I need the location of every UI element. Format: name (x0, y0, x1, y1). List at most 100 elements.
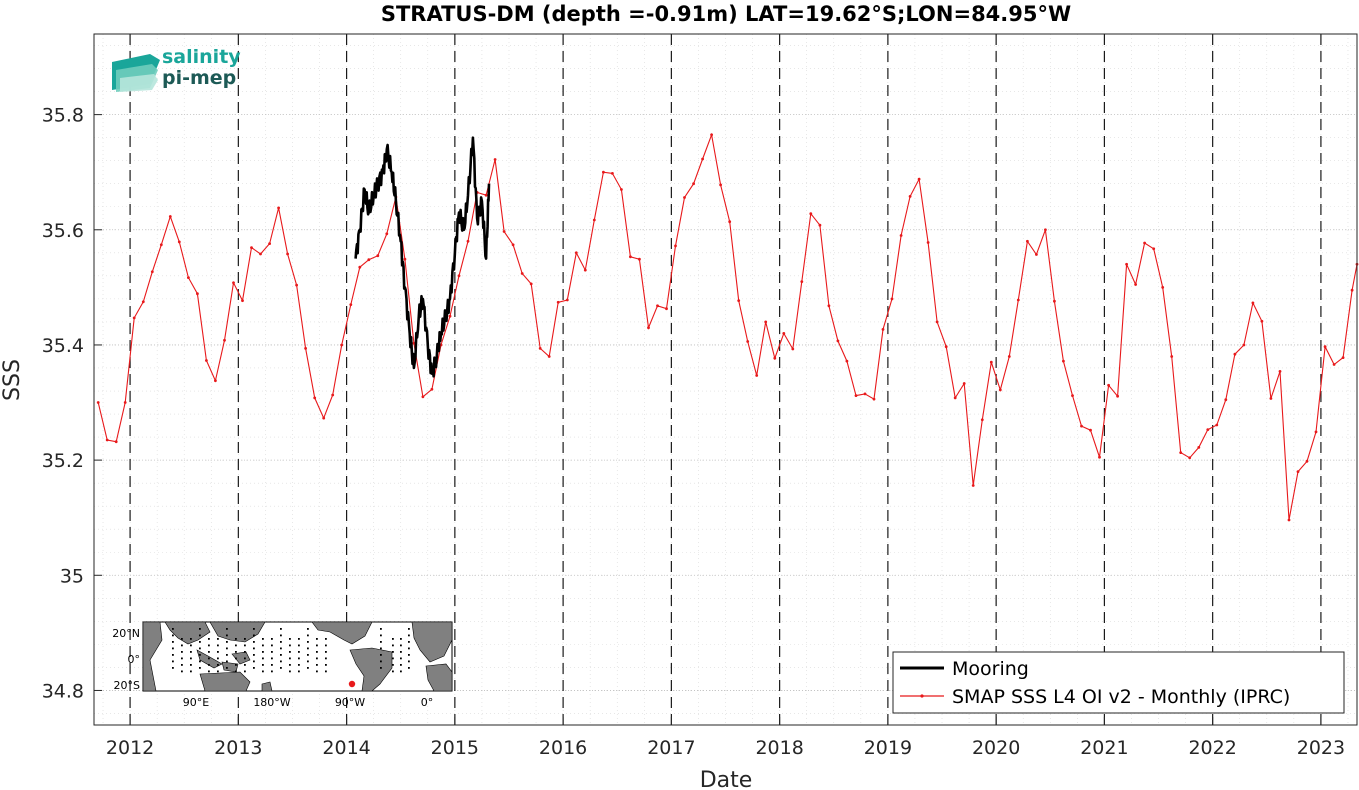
smap-data-point (1323, 345, 1327, 349)
smap-data-point (980, 418, 984, 422)
smap-data-point (1242, 343, 1246, 347)
inset-buoy-dot (280, 641, 282, 643)
y-tick-label: 35.6 (42, 220, 84, 242)
inset-buoy-dot (271, 670, 273, 673)
inset-buoy-dot (262, 644, 264, 647)
inset-buoy-dot (280, 634, 282, 637)
smap-data-point (123, 401, 127, 404)
inset-buoy-dot (400, 670, 402, 673)
year-marker-lines (129, 34, 1322, 725)
smap-data-point (728, 220, 732, 224)
inset-buoy-dot (172, 634, 174, 637)
smap-data-point (926, 241, 930, 244)
inset-buoy-dot (181, 638, 183, 640)
inset-buoy-dot (380, 641, 382, 643)
inset-buoy-dot (289, 644, 291, 647)
inset-buoy-dot (380, 660, 382, 663)
smap-data-point (1188, 456, 1192, 460)
smap-data-point (177, 240, 181, 244)
series-layer (96, 132, 1359, 522)
map-lon-tick-90w: 90°W (335, 696, 365, 709)
smap-data-point (1026, 239, 1029, 243)
smap-data-point (286, 252, 289, 256)
inset-buoy-dot (262, 670, 264, 673)
smap-data-point (529, 282, 533, 286)
smap-data-point (168, 215, 172, 218)
smap-data-point (1215, 423, 1219, 427)
smap-data-point (899, 234, 903, 237)
inset-buoy-dot (190, 651, 192, 653)
inset-buoy-dot (392, 644, 394, 647)
smap-data-point (791, 347, 795, 351)
x-tick-label: 2022 (1188, 737, 1236, 759)
smap-data-point (1007, 355, 1011, 358)
inset-buoy-dot (208, 664, 210, 666)
smap-data-point (187, 276, 190, 279)
inset-buoy-dot (380, 667, 382, 669)
inset-buoy-dot (226, 641, 228, 643)
smap-data-point (484, 193, 488, 197)
smap-data-point (710, 133, 713, 137)
chart-title: STRATUS-DM (depth =-0.91m) LAT=19.62°S;L… (381, 2, 1071, 26)
smap-data-point (259, 252, 262, 256)
map-lon-tick-180w: 180°W (253, 696, 290, 709)
smap-data-point (863, 392, 867, 396)
inset-buoy-dot (271, 651, 273, 653)
inset-buoy-dot (181, 664, 183, 666)
smap-data-point (890, 297, 894, 301)
smap-data-point (818, 223, 822, 227)
inset-buoy-dot (262, 651, 264, 653)
inset-buoy-dot (280, 628, 282, 630)
smap-data-point (827, 304, 831, 308)
smap-data-point (1161, 286, 1165, 289)
smap-data-point (1269, 397, 1273, 400)
salinity-pimep-logo: salinity pi-mep (112, 46, 241, 92)
inset-buoy-dot (271, 644, 273, 647)
smap-data-point (1332, 363, 1336, 366)
smap-data-point (511, 243, 515, 247)
inset-buoy-dot (316, 638, 318, 640)
smap-data-point (1134, 283, 1137, 286)
inset-buoy-dot (217, 657, 219, 660)
inset-buoy-dot (190, 644, 192, 647)
inset-buoy-dot (325, 638, 327, 640)
inset-buoy-dot (253, 647, 255, 650)
smap-data-point (141, 300, 145, 304)
inset-buoy-dot (380, 647, 382, 650)
smap-data-point (656, 304, 659, 308)
smap-data-point (1089, 428, 1092, 432)
smap-data-point (917, 177, 921, 181)
smap-data-point (1260, 319, 1264, 323)
smap-data-point (854, 394, 858, 397)
smap-data-point (403, 257, 407, 261)
inset-buoy-dot (208, 644, 210, 647)
inset-buoy-dot (172, 628, 174, 630)
smap-data-point (268, 242, 271, 246)
x-tick-label: 2019 (864, 737, 912, 759)
inset-buoy-dot (190, 664, 192, 666)
inset-buoy-dot (316, 664, 318, 666)
inset-buoy-dot (208, 638, 210, 640)
x-tick-label: 2017 (647, 737, 695, 759)
smap-data-point (1152, 247, 1156, 251)
inset-buoy-dot (408, 654, 410, 656)
inset-buoy-dot (172, 641, 174, 643)
inset-buoy-dot (400, 638, 402, 640)
inset-buoy-dot (408, 641, 410, 643)
y-tick-label: 35.8 (42, 105, 84, 127)
smap-data-point (304, 347, 307, 350)
smap-data-point (493, 158, 497, 161)
inset-buoy-dot (392, 664, 394, 666)
inset-buoy-dot (172, 654, 174, 656)
inset-buoy-dot (199, 628, 201, 630)
smap-data-point (448, 314, 452, 318)
smap-data-point (196, 292, 199, 296)
smap-data-point (1143, 241, 1146, 245)
smap-data-point (989, 360, 993, 364)
smap-data-point (565, 298, 569, 302)
smap-data-point (953, 396, 957, 400)
inset-buoy-dot (325, 670, 327, 673)
x-tick-label: 2014 (322, 737, 370, 759)
smap-data-point (205, 359, 208, 362)
smap-data-point (385, 232, 389, 236)
